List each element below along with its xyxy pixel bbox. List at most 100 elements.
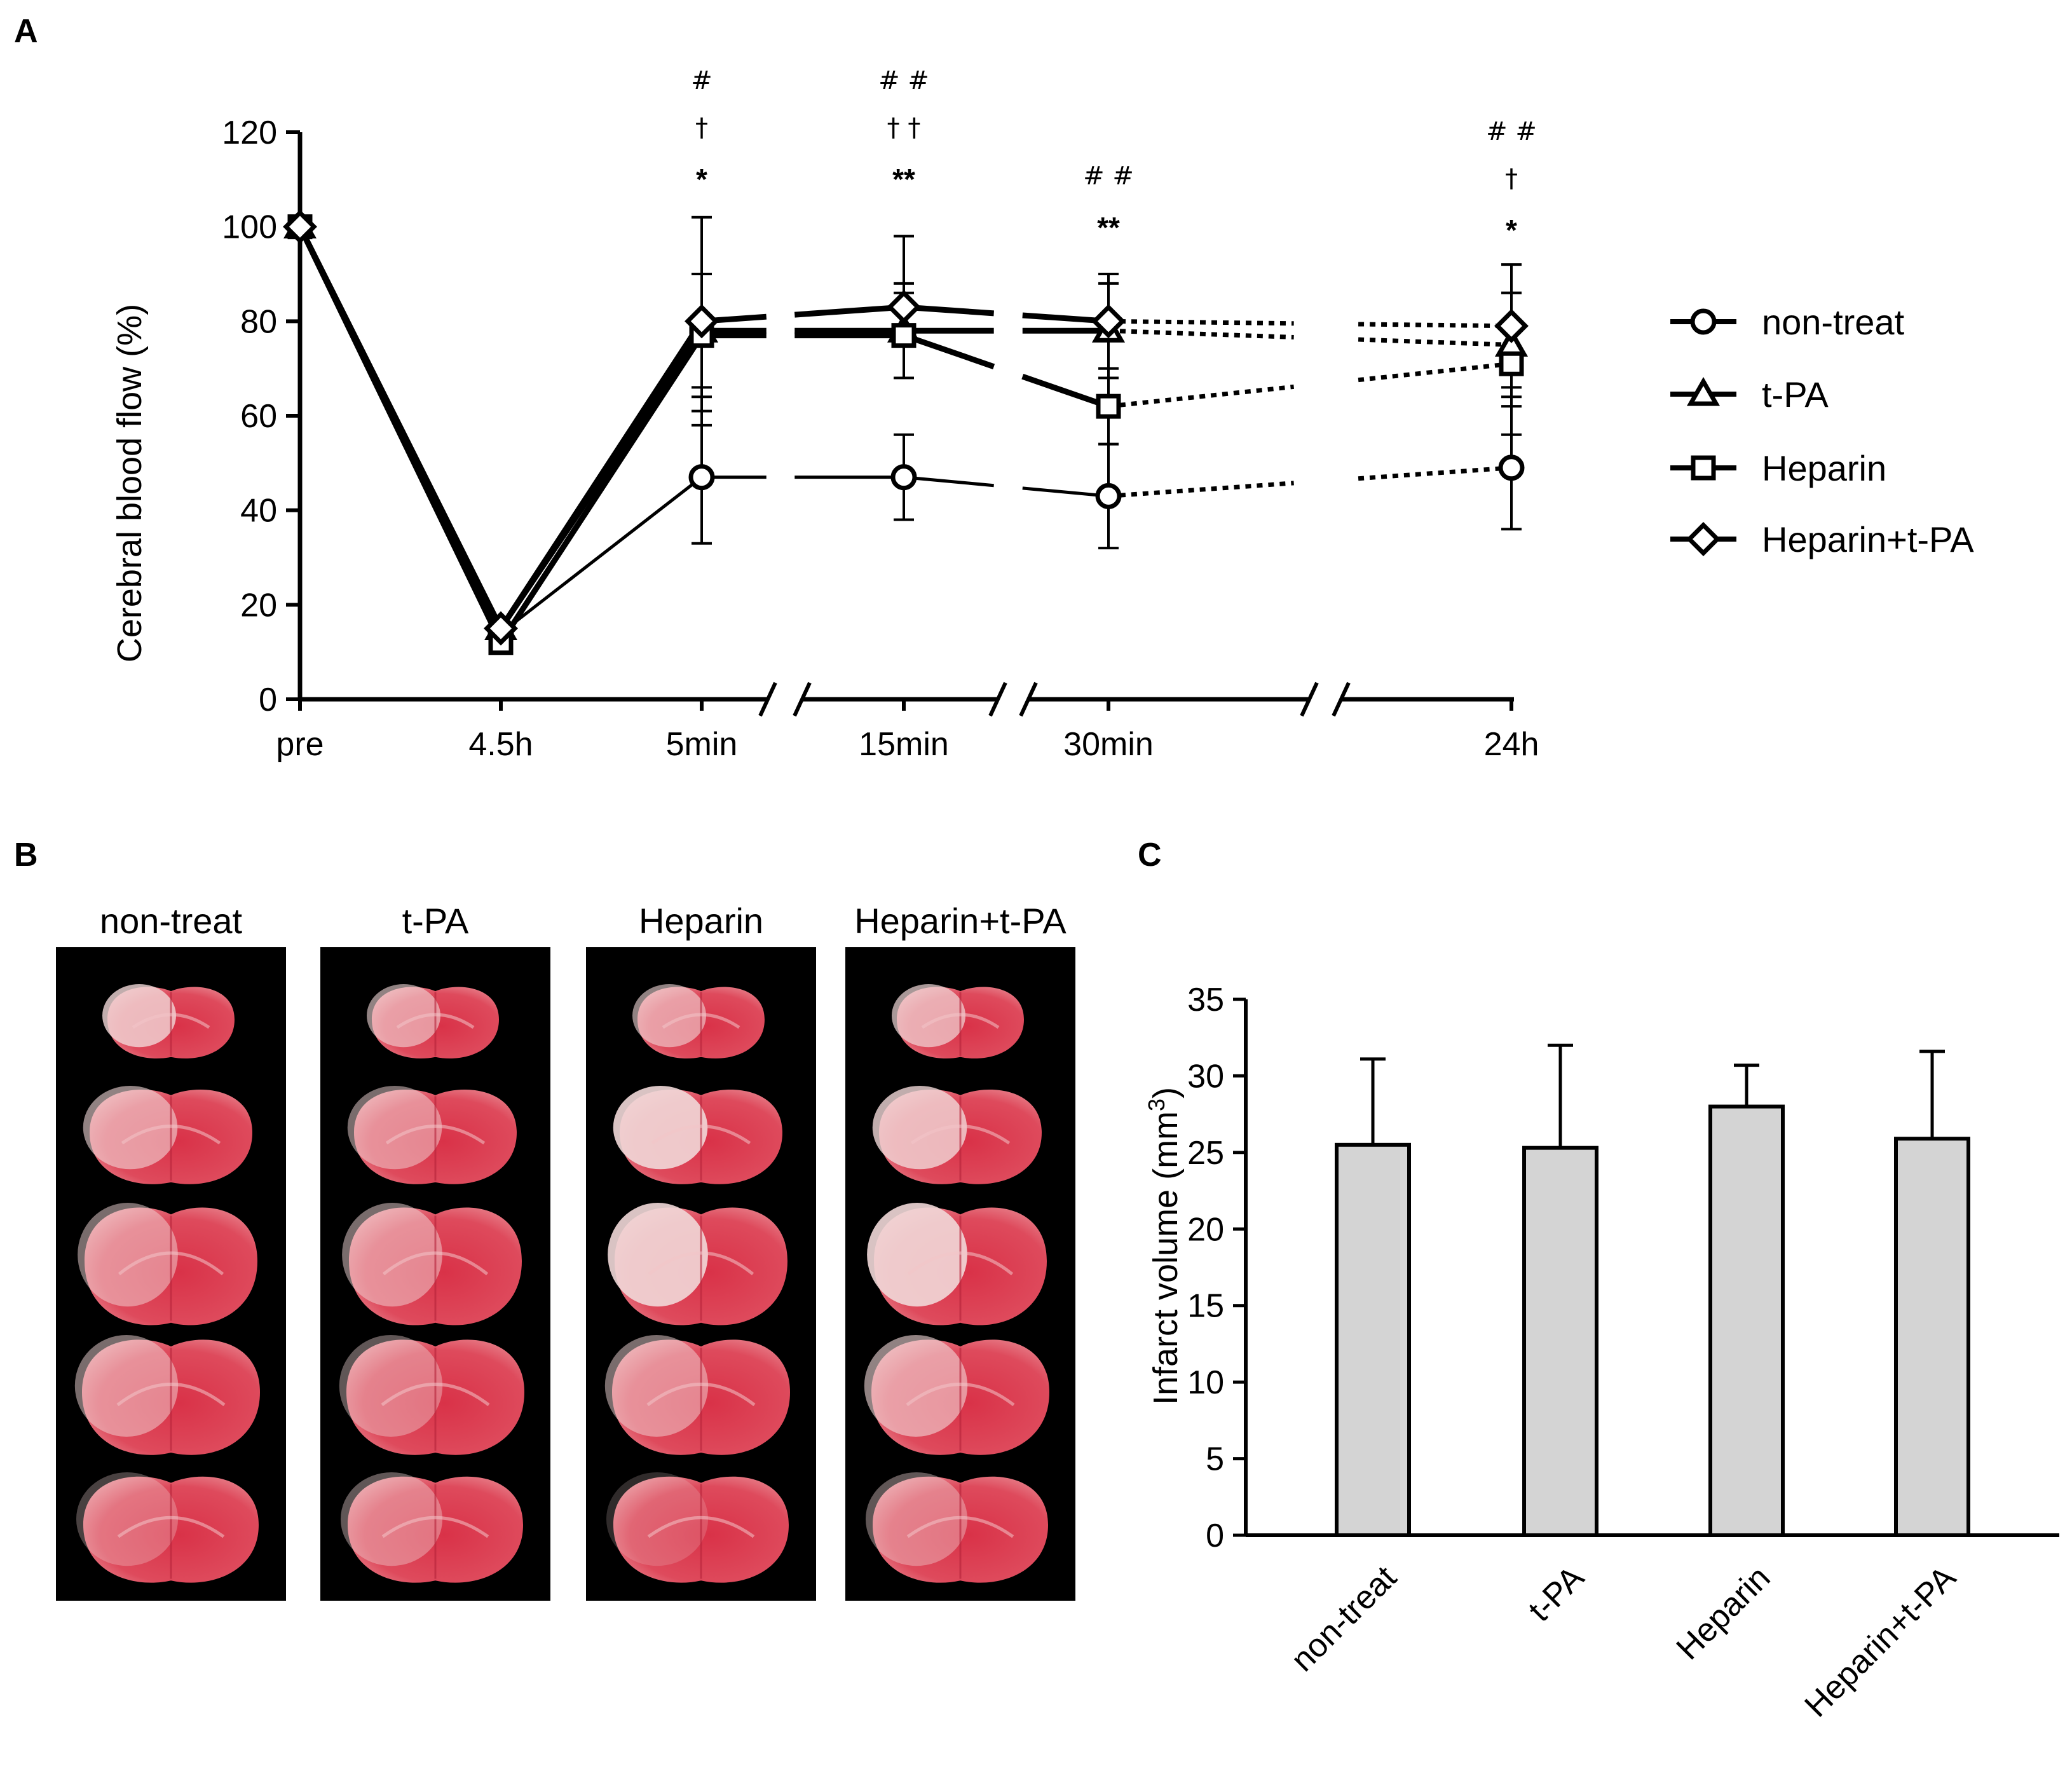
brain-slice-structure xyxy=(118,1251,224,1276)
panel-a-axis-break-mark xyxy=(988,681,1007,717)
series-non-treat-point xyxy=(890,464,917,491)
panel-a-x-tick-label: 30min xyxy=(1063,726,1154,763)
series-non-treat-line xyxy=(1022,486,1109,498)
panel-a-x-tick-label: 5min xyxy=(666,726,738,763)
brain-slice xyxy=(604,1335,790,1455)
brain-slice-structure xyxy=(910,1125,1011,1145)
series-heparin-point xyxy=(1499,351,1524,376)
panel-c-y-tick-label: 30 xyxy=(1187,1058,1224,1095)
brain-slice xyxy=(872,1086,1042,1184)
series-heparin-t-pa-point xyxy=(887,290,921,324)
series-t-pa-line xyxy=(1358,337,1512,347)
brain-slice xyxy=(892,984,1024,1059)
series-non-treat-point xyxy=(1095,483,1122,509)
significance-mark: # # xyxy=(878,66,929,95)
series-non-treat-point xyxy=(688,464,715,491)
panel-a-axis-break-mark xyxy=(1332,681,1351,717)
panel-a-y-tick-label: 100 xyxy=(222,209,277,246)
brain-slice-infarct xyxy=(347,1086,442,1170)
panel-c-y-tick-label: 5 xyxy=(1206,1441,1224,1478)
panel-a-line-chart: Cerebral blood flow (%) 0 20 40 60 80 100 120 p… xyxy=(111,66,1974,763)
panel-a-x-tick-label: 4.5h xyxy=(468,726,533,763)
panel-a-x-tick-label: pre xyxy=(276,726,324,763)
brain-slice-structure xyxy=(648,1251,754,1276)
brain-slice-structure xyxy=(647,1516,755,1538)
series-heparin-point xyxy=(1096,394,1121,419)
brain-slice xyxy=(632,984,765,1059)
panel-a-y-tick-label: 80 xyxy=(240,303,277,340)
series-non-treat-line xyxy=(903,476,994,488)
brain-slice-infarct xyxy=(872,1086,967,1170)
brain-slice-structure xyxy=(381,1383,490,1406)
brain-slice-infarct xyxy=(865,1472,968,1566)
significance-mark: ** xyxy=(892,163,915,196)
panel-c-y-tick-label: 25 xyxy=(1187,1135,1224,1172)
significance-mark: ** xyxy=(1097,211,1120,244)
brain-slice xyxy=(83,1086,252,1184)
brain-slice-structure xyxy=(646,1383,756,1406)
brain-slice xyxy=(339,1335,524,1455)
series-heparin-t-pa-point xyxy=(1091,304,1126,339)
panel-letter-b: B xyxy=(14,837,38,873)
panel-a-axes: 0 20 40 60 80 100 120 pre 4.5h 5min 15min 30min 24h xyxy=(222,114,1539,763)
brain-slice xyxy=(613,1086,782,1184)
brain-slice-infarct xyxy=(604,1335,709,1437)
legend-label-t-pa: t-PA xyxy=(1762,374,1829,414)
panel-c-y-tick-label: 20 xyxy=(1187,1211,1224,1248)
panel-letter-c: C xyxy=(1138,837,1162,873)
significance-mark: * xyxy=(696,163,707,196)
brain-slice-infarct xyxy=(864,1335,968,1437)
brain-slice-structure xyxy=(907,1251,1014,1276)
panel-c-x-tick-label: t-PA xyxy=(1522,1559,1591,1629)
panel-a-axis-break-mark xyxy=(758,681,777,717)
brain-slice-infarct xyxy=(102,984,176,1048)
panel-letter-a: A xyxy=(14,13,38,50)
brain-slice-structure xyxy=(121,1125,221,1145)
brain-slice-infarct xyxy=(340,1472,443,1566)
brain-slice-structure xyxy=(117,1516,225,1538)
brain-slice-infarct xyxy=(867,1203,967,1307)
panel-c-y-tick-label: 35 xyxy=(1187,982,1224,1018)
brain-slice-structure xyxy=(396,1013,475,1029)
brain-slice xyxy=(74,1335,260,1455)
panel-c-x-tick-label: non-treat xyxy=(1284,1559,1404,1679)
series-heparin-point xyxy=(891,323,917,348)
brain-slice-infarct xyxy=(83,1086,178,1170)
significance-mark: * xyxy=(1506,214,1517,247)
legend-label-heparin-t-pa: Heparin+t-PA xyxy=(1762,519,1974,559)
significance-mark: # # xyxy=(1083,161,1134,191)
panel-a-x-tick-label: 15min xyxy=(859,726,949,763)
series-t-pa-line xyxy=(1108,328,1294,339)
brain-slice xyxy=(340,1472,523,1583)
panel-c-x-tick-label: Heparin xyxy=(1670,1559,1778,1667)
panel-a-significance-marks: # † * # # † † ** # # ** # # † * xyxy=(691,66,1537,247)
panel-b-brain-slices: non-treat t-PA Heparin Heparin+t-PA xyxy=(56,901,1075,1601)
brain-slice xyxy=(606,1472,789,1583)
panel-a-y-axis-title: Cerebral blood flow (%) xyxy=(111,304,149,662)
series-heparin-line xyxy=(1108,384,1295,409)
legend-label-heparin: Heparin xyxy=(1762,448,1886,488)
brain-slice xyxy=(76,1472,259,1583)
series-heparin-t-pa-line xyxy=(1358,322,1512,329)
brain-slice-infarct xyxy=(78,1203,178,1307)
brain-slice-infarct xyxy=(608,1203,708,1307)
brain-slice xyxy=(347,1086,517,1184)
significance-mark: † xyxy=(1505,164,1518,193)
brain-slice-infarct xyxy=(613,1086,708,1170)
panel-a-markers xyxy=(283,209,1529,655)
brain-slice xyxy=(864,1335,1049,1455)
series-heparin-t-pa-point xyxy=(685,304,719,339)
panel-a-y-tick-label: 0 xyxy=(259,681,277,718)
photo-column-label-non-treat: non-treat xyxy=(100,901,243,941)
series-heparin-t-pa-line xyxy=(794,304,904,318)
panel-c-bar-chart: Infarct volume (mm3) 0 5 10 15 20 25 30 35 non-… xyxy=(1143,982,2059,1725)
series-non-treat-line xyxy=(1358,465,1512,481)
brain-slice xyxy=(342,1203,522,1325)
legend-marker-heparin-t-pa xyxy=(1686,522,1721,556)
brain-slice xyxy=(867,1203,1047,1325)
significance-mark: † † xyxy=(887,113,921,142)
series-heparin-line xyxy=(1021,374,1110,409)
panel-a-y-tick-label: 60 xyxy=(240,398,277,435)
bar-t-pa xyxy=(1522,1146,1598,1538)
brain-slice-infarct xyxy=(74,1335,179,1437)
